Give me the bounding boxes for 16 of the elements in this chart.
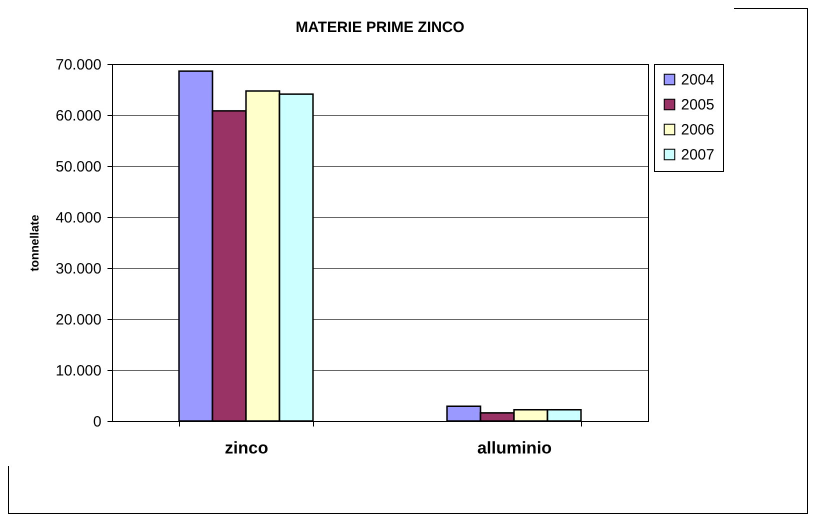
x-tick-label: alluminio [477, 438, 552, 458]
x-tick-label: zinco [224, 438, 268, 458]
y-tick-label: 0 [93, 414, 102, 430]
y-axis-title: tonnellate [28, 214, 42, 272]
legend-label: 2006 [681, 122, 714, 138]
legend-label: 2004 [681, 72, 714, 88]
y-tick-label: 70.000 [56, 56, 102, 74]
y-tick-label: 30.000 [56, 260, 102, 278]
y-tick-label: 40.000 [56, 210, 102, 226]
legend-label: 2007 [681, 146, 714, 164]
chart-title: MATERIE PRIME ZINCO [296, 19, 465, 36]
y-tick-label: 50.000 [56, 158, 102, 176]
y-tick-label: 20.000 [56, 312, 102, 328]
y-tick-label: 10.000 [56, 362, 102, 380]
legend-label: 2005 [681, 96, 714, 114]
y-tick-label: 60.000 [56, 108, 102, 124]
